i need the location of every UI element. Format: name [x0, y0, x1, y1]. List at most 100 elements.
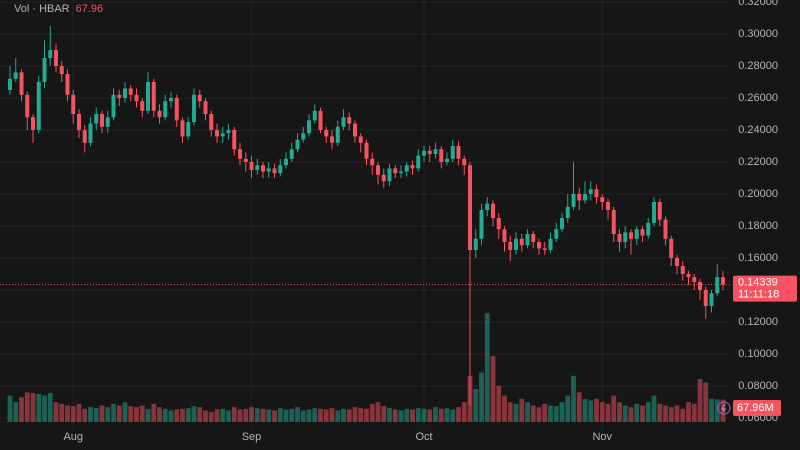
- candle-body: [675, 258, 679, 266]
- candle-body: [295, 139, 300, 150]
- volume-bar: [174, 409, 180, 422]
- x-tick-label: Nov: [592, 431, 612, 443]
- candle-body: [606, 202, 610, 210]
- volume-bar: [392, 409, 398, 422]
- volume-bar: [622, 405, 628, 422]
- candle-body: [669, 238, 674, 258]
- volume-bar: [582, 398, 588, 422]
- candle-body: [266, 168, 271, 172]
- candle-body: [600, 197, 605, 202]
- candle-body: [525, 234, 530, 246]
- candle-body: [502, 229, 507, 242]
- volume-bar: [295, 407, 300, 422]
- volume-bar: [691, 403, 697, 422]
- last-price-tag: [733, 275, 797, 302]
- candle-body: [686, 274, 691, 278]
- candle-body: [445, 158, 449, 162]
- volume-bar: [88, 407, 93, 422]
- candle-body: [192, 94, 196, 122]
- candle-body: [203, 101, 208, 114]
- volume-legend-value: 67.96: [76, 3, 104, 15]
- candle-body: [341, 117, 346, 127]
- candle-body: [243, 158, 248, 162]
- volume-bar: [565, 395, 571, 422]
- volume-bar: [519, 398, 525, 422]
- candle-body: [347, 117, 352, 124]
- candle-body: [422, 150, 426, 156]
- volume-bar: [231, 407, 237, 422]
- candle-body: [123, 88, 127, 98]
- y-tick-label: 0.32000: [738, 0, 778, 8]
- volume-bar: [82, 408, 88, 422]
- volume-bar: [553, 406, 559, 422]
- candle-body: [128, 88, 133, 95]
- candle-body: [594, 189, 599, 198]
- candle-body: [565, 206, 570, 218]
- candle-body: [82, 130, 87, 143]
- candle-body: [468, 165, 472, 250]
- candle-body: [48, 50, 53, 58]
- volume-bar: [714, 399, 720, 422]
- candles: [8, 26, 725, 406]
- volume-bar: [47, 392, 53, 422]
- y-tick-label: 0.24000: [738, 124, 778, 136]
- volume-bar: [576, 392, 582, 422]
- volume-bar: [599, 402, 605, 422]
- candle-body: [703, 290, 708, 306]
- volume-bar: [30, 392, 36, 422]
- volume-bar: [433, 407, 438, 422]
- volume-bar: [237, 409, 243, 422]
- volume-bar: [151, 403, 157, 422]
- candle-body: [381, 174, 386, 182]
- volume-bar: [122, 402, 128, 422]
- volume-bar: [588, 400, 594, 422]
- volume-bar: [65, 405, 70, 422]
- volume-bar: [53, 402, 59, 422]
- volume-bar: [36, 393, 42, 422]
- y-tick-label: 0.20000: [738, 188, 778, 200]
- volume-bar: [105, 407, 111, 422]
- candle-body: [94, 114, 99, 124]
- volume-bar: [116, 405, 122, 422]
- candle-body: [117, 94, 122, 98]
- volume-bar: [134, 407, 139, 422]
- volume-bar: [76, 403, 82, 422]
- candle-body: [571, 194, 576, 207]
- candle-body: [77, 114, 81, 130]
- volume-bar: [329, 408, 335, 422]
- y-tick-label: 0.22000: [738, 156, 778, 168]
- volume-tag-label: 67.96M: [737, 402, 774, 414]
- volume-bar: [450, 409, 456, 422]
- volume-bar: [323, 409, 329, 422]
- candle-body: [134, 94, 139, 102]
- y-tick-label: 0.16000: [738, 252, 778, 264]
- volume-bar: [335, 410, 341, 422]
- volume-bar: [243, 408, 249, 422]
- candle-body: [680, 266, 685, 274]
- candle-body: [387, 168, 392, 182]
- volume-bar: [657, 403, 663, 422]
- volume-bar: [634, 403, 640, 422]
- volume-bar: [410, 409, 415, 422]
- candle-body: [180, 120, 185, 137]
- volume-bar: [266, 409, 272, 422]
- volume-bar: [277, 408, 283, 422]
- volume-bar: [720, 399, 726, 422]
- volume-bar: [628, 407, 634, 422]
- candle-body: [59, 66, 64, 74]
- volume-bar: [168, 410, 174, 422]
- volume-bar: [484, 313, 490, 422]
- volume-bar: [559, 402, 565, 422]
- candle-body: [376, 165, 380, 175]
- candle-body: [100, 114, 104, 127]
- candle-body: [629, 232, 633, 239]
- volume-bar: [369, 403, 375, 422]
- candle-body: [450, 146, 455, 159]
- volume-bar: [513, 403, 519, 422]
- volume-bar: [542, 403, 548, 422]
- volume-bar: [479, 372, 484, 422]
- volume-bar: [398, 410, 404, 422]
- candle-body: [284, 158, 288, 166]
- candle-body: [399, 171, 403, 174]
